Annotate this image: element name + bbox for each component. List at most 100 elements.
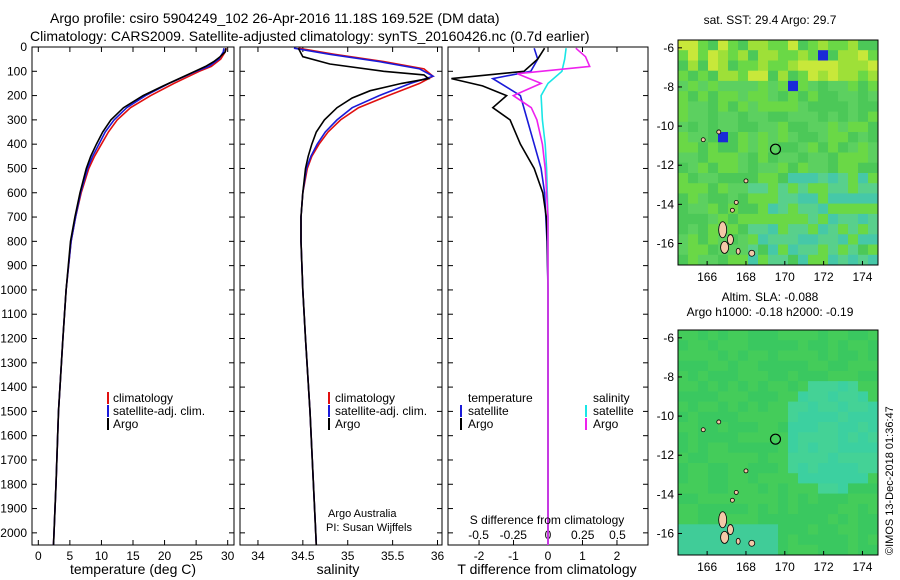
map-field-cell — [798, 330, 809, 341]
map-field-cell — [768, 330, 779, 341]
map-field-cell — [678, 483, 689, 495]
map-field-cell — [718, 60, 729, 72]
map-field-cell — [808, 493, 819, 505]
map-field-cell — [698, 121, 709, 133]
map-field-cell — [858, 101, 869, 113]
map-field-cell — [728, 463, 739, 474]
map-field-cell — [808, 370, 819, 382]
map-field-cell — [828, 121, 839, 133]
map-field-cell — [788, 473, 799, 484]
map-field-cell — [798, 452, 809, 464]
map-field-cell — [788, 254, 799, 266]
map-lon-tick-label: 166 — [697, 560, 717, 574]
map-field-cell — [848, 111, 859, 123]
map-field-cell — [728, 152, 739, 164]
map-field-cell — [748, 121, 759, 133]
map-field-cell — [778, 111, 789, 123]
map-field-cell — [828, 422, 839, 433]
map-field-cell — [768, 152, 779, 164]
map-field-cell — [738, 493, 749, 505]
map-field-cell — [698, 142, 709, 153]
map-field-cell — [688, 152, 699, 164]
map-field-cell — [698, 224, 709, 235]
map-field-cell — [848, 70, 859, 82]
difference-series-temperature-argo — [451, 47, 549, 545]
map-field-cell — [778, 162, 789, 174]
map-field-cell — [838, 213, 849, 225]
map-field-cell — [828, 330, 839, 341]
map-field-cell — [798, 101, 809, 113]
map-field-cell — [728, 254, 739, 266]
difference-x-tick-label: -2 — [474, 549, 485, 563]
map-field-cell — [698, 50, 709, 61]
depth-tick-label: 500 — [7, 161, 27, 175]
map-field-cell — [828, 463, 839, 474]
map-field-cell — [758, 121, 769, 133]
map-field-cell — [798, 70, 809, 82]
map-field-cell — [748, 483, 759, 495]
map-field-cell — [848, 50, 859, 61]
map-field-cell — [808, 411, 819, 423]
map-field-cell — [788, 60, 799, 72]
map-field-cell — [808, 152, 819, 164]
map-field-cell — [758, 162, 769, 174]
map-field-cell — [708, 503, 719, 515]
map-field-cell — [868, 534, 879, 546]
map-field-cell — [698, 442, 709, 454]
map-field-cell — [688, 381, 699, 392]
map-field-cell — [778, 340, 789, 351]
map-field-cell — [748, 193, 759, 205]
map-field-cell — [738, 224, 749, 235]
map-field-cell — [848, 60, 859, 72]
map-field-cell — [828, 411, 839, 423]
map-field-cell — [748, 224, 759, 235]
map-field-cell — [838, 411, 849, 423]
map-field-cell — [738, 432, 749, 443]
map-field-cell — [818, 432, 829, 443]
map-field-cell — [678, 330, 689, 341]
legend-label-t-satellite: satellite — [468, 404, 509, 418]
map-field-cell — [758, 422, 769, 433]
map-field-cell — [698, 213, 709, 225]
map-field-cell — [748, 244, 759, 256]
salinity-plot: 34 34.5 35 35.5 36 — [251, 47, 445, 563]
map-field-cell — [858, 50, 869, 61]
map-field-cell — [678, 142, 689, 153]
legend-label-t-argo: Argo — [468, 417, 494, 431]
map-field-cell — [688, 173, 699, 184]
map-field-cell — [868, 173, 879, 184]
map-field-cell — [718, 132, 729, 143]
map-field-cell — [858, 442, 869, 454]
map-field-cell — [738, 101, 749, 113]
map-field-cell — [788, 234, 799, 245]
map-field-cell — [788, 213, 799, 225]
map-field-cell — [818, 381, 829, 392]
map-field-cell — [858, 401, 869, 413]
map-field-cell — [798, 493, 809, 505]
map-field-cell — [738, 401, 749, 413]
map-field-cell — [738, 70, 749, 82]
map-field-cell — [848, 381, 859, 392]
map-field-cell — [718, 91, 729, 102]
map-field-cell — [858, 534, 869, 546]
map-field-cell — [808, 162, 819, 174]
map-field-cell — [858, 224, 869, 235]
map-field-cell — [708, 244, 719, 256]
map-field-cell — [838, 503, 849, 515]
map-field-cell — [738, 463, 749, 474]
map-field-cell — [818, 544, 829, 556]
map-field-cell — [768, 244, 779, 256]
map-field-cell — [808, 60, 819, 72]
map-field-cell — [708, 493, 719, 505]
map-lat-tick-label: -8 — [663, 80, 674, 94]
map-field-cell — [868, 340, 879, 351]
map-field-cell — [838, 442, 849, 454]
map-field-cell — [848, 91, 859, 102]
temperature-panel-frame — [31, 46, 235, 546]
map-field-cell — [788, 152, 799, 164]
map-field-cell — [838, 340, 849, 351]
map-field-cell — [678, 391, 689, 403]
map-field-cell — [698, 40, 709, 51]
map-field-cell — [728, 40, 739, 51]
map-field-cell — [758, 91, 769, 102]
